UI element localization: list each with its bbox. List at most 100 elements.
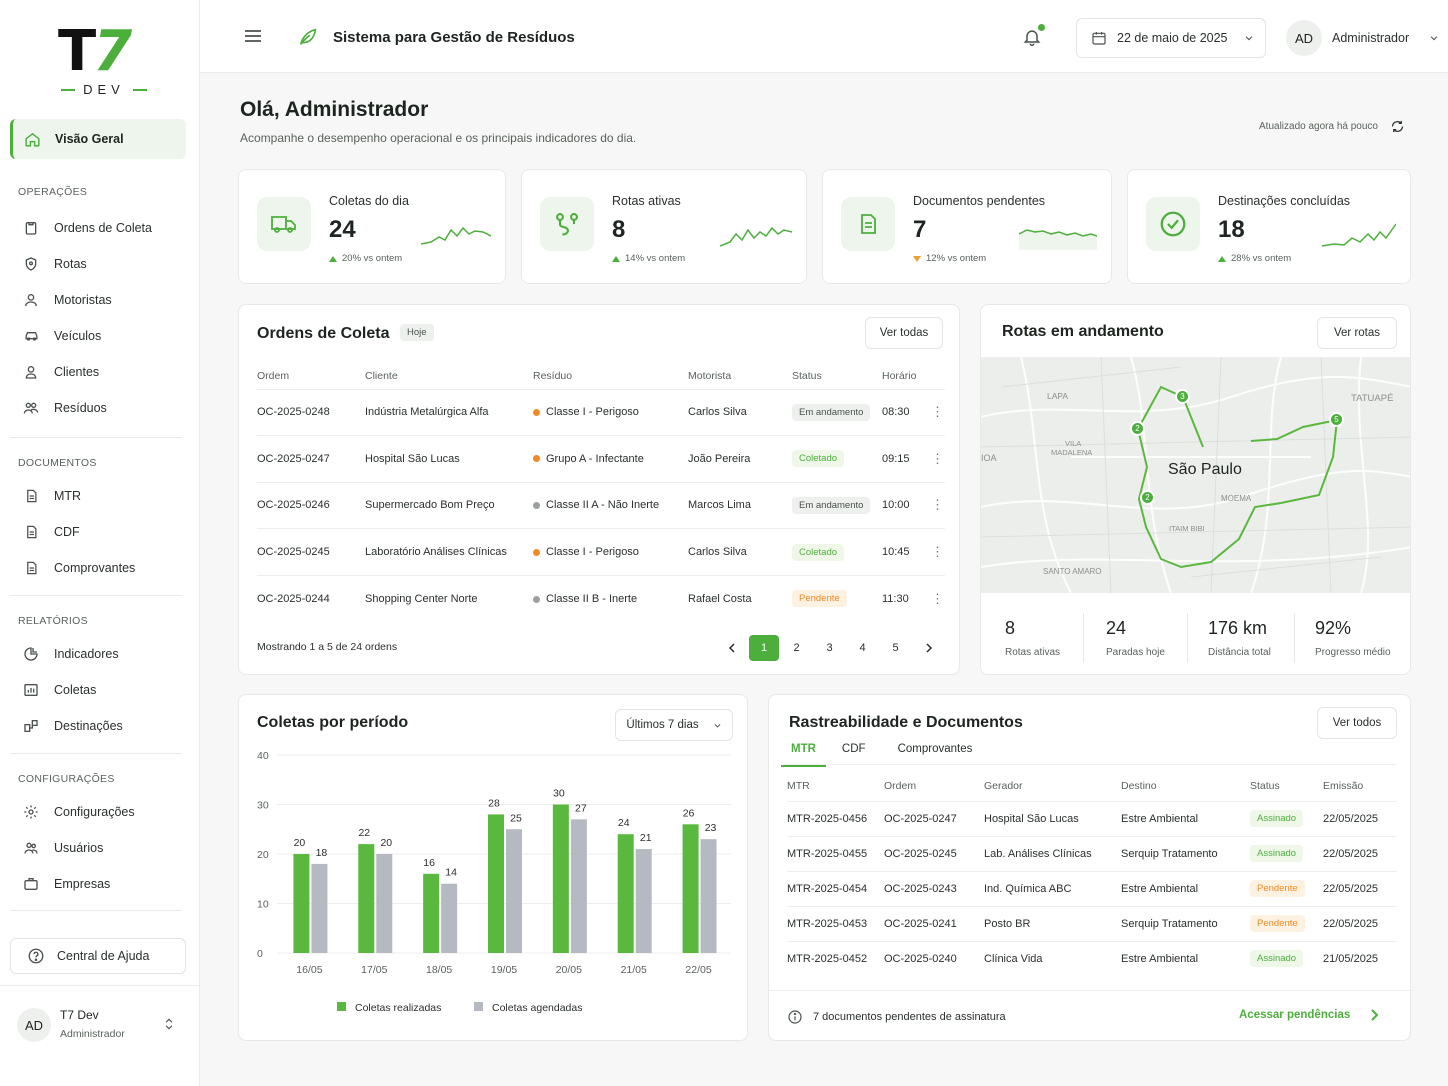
sidebar-divider [10, 595, 182, 596]
t7-dev-logo[interactable]: T7 DEV [58, 24, 150, 98]
nav-visao-geral[interactable]: Visão Geral [10, 119, 186, 159]
y-tick-label: 40 [257, 750, 269, 762]
kpi-card-rotas[interactable]: Rotas ativas 8 14% vs ontem [521, 169, 807, 284]
tab-cdf[interactable]: CDF [841, 743, 866, 755]
page-3[interactable]: 3 [826, 642, 833, 654]
chevron-down-icon [1244, 33, 1254, 43]
help-center-button[interactable]: Central de Ajuda [10, 938, 186, 974]
legend-swatch [337, 1002, 346, 1011]
chevron-down-icon [1429, 33, 1439, 43]
sparkline [1322, 223, 1396, 247]
mtr-id: MTR-2025-0453 [787, 917, 868, 930]
status-badge: Assinado [1250, 810, 1304, 827]
mtr-destination: Estre Ambiental [1121, 812, 1199, 825]
row-menu-icon[interactable]: ⋮ [931, 497, 944, 513]
next-page-icon[interactable] [912, 635, 945, 661]
nav-comprovantes[interactable]: Comprovantes [10, 548, 186, 588]
row-menu-icon[interactable]: ⋮ [931, 450, 944, 466]
mtr-generator: Posto BR [984, 917, 1031, 930]
table-row[interactable]: OC-2025-0244 Shopping Center Norte Classe … [257, 575, 945, 622]
nav-clientes[interactable]: Clientes [10, 352, 186, 392]
table-row[interactable]: MTR-2025-0453 OC-2025-0241 Posto BR Serquip… [787, 906, 1397, 941]
x-tick-label: 22/05 [685, 964, 711, 976]
nav-cdf[interactable]: CDF [10, 512, 186, 552]
bar-value-label: 16 [423, 857, 435, 869]
residue-dot [533, 595, 540, 603]
route-marker[interactable]: 3 [1175, 389, 1190, 404]
chevron-updown-icon[interactable] [162, 1016, 176, 1032]
table-row[interactable]: MTR-2025-0456 OC-2025-0247 Hospital São Lu… [787, 801, 1397, 836]
sparkline [720, 226, 792, 247]
route-marker[interactable]: 2 [1130, 421, 1145, 436]
kpi-card-coletas[interactable]: Coletas do dia 24 20% vs ontem [238, 169, 506, 284]
residue-dot [533, 548, 540, 556]
table-row[interactable]: OC-2025-0247 Hospital São Lucas Grupo A - … [257, 436, 945, 483]
check-circle-icon [1146, 197, 1200, 251]
row-menu-icon[interactable]: ⋮ [931, 590, 944, 606]
row-menu-icon[interactable]: ⋮ [931, 544, 944, 560]
view-all-docs-button[interactable]: Ver todos [1317, 707, 1397, 739]
nav-usuarios[interactable]: Usuários [10, 828, 186, 868]
row-menu-icon[interactable]: ⋮ [931, 404, 944, 420]
user-menu-button[interactable]: AD Administrador [1286, 20, 1439, 56]
order-id: OC-2025-0248 [257, 406, 330, 419]
mtr-destination: Estre Ambiental [1121, 882, 1199, 895]
tab-mtr[interactable]: MTR [781, 743, 826, 767]
table-row[interactable]: OC-2025-0248 Indústria Metalúrgica Alfa Cl… [257, 389, 945, 436]
route-marker[interactable]: 5 [1329, 412, 1344, 427]
page-4[interactable]: 4 [859, 642, 866, 654]
page-2[interactable]: 2 [793, 642, 800, 654]
bar-agendadas [570, 819, 587, 953]
order-driver: Carlos Silva [688, 406, 747, 419]
sidebar-user-card[interactable]: AD T7 Dev Administrador [0, 985, 199, 1086]
nav-rotas[interactable]: Rotas [10, 244, 186, 284]
table-row[interactable]: MTR-2025-0454 OC-2025-0243 Ind. Química AB… [787, 871, 1397, 906]
stat-paradas-hoje: 24 Paradas hoje [1106, 618, 1165, 658]
order-client: Laboratório Análises Clínicas [365, 546, 507, 559]
nav-residuos[interactable]: Resíduos [10, 388, 186, 428]
kpi-card-destinacoes[interactable]: Destinações concluídas 18 28% vs ontem [1127, 169, 1411, 284]
nav-coletas[interactable]: Coletas [10, 670, 186, 710]
period-filter-select[interactable]: Últimos 7 dias [615, 709, 733, 741]
trend-up-icon [612, 255, 620, 262]
users-icon [22, 839, 40, 857]
bar-agendadas [311, 863, 328, 953]
pagination: 1 2 3 4 5 [715, 635, 945, 661]
page-1[interactable]: 1 [749, 635, 779, 661]
kpi-card-documentos[interactable]: Documentos pendentes 7 12% vs ontem [822, 169, 1112, 284]
nav-indicadores[interactable]: Indicadores [10, 634, 186, 674]
table-row[interactable]: MTR-2025-0455 OC-2025-0245 Lab. Análises C… [787, 836, 1397, 871]
prev-page-icon[interactable] [715, 635, 748, 661]
page-5[interactable]: 5 [892, 642, 899, 654]
order-id: OC-2025-0244 [257, 592, 330, 605]
table-row[interactable]: OC-2025-0245 Laboratório Análises Clínica… [257, 529, 945, 576]
tab-comprovantes[interactable]: Comprovantes [897, 743, 973, 755]
view-all-orders-button[interactable]: Ver todas [865, 317, 943, 349]
access-pending-link[interactable]: Acessar pendências [1239, 1009, 1379, 1021]
status-badge: Pendente [1250, 880, 1305, 897]
nav-motoristas[interactable]: Motoristas [10, 280, 186, 320]
route-marker[interactable]: 2 [1140, 490, 1155, 505]
order-residue: Classe II A - Não Inerte [533, 482, 688, 529]
nav-ordens-de-coleta[interactable]: Ordens de Coleta [10, 208, 186, 248]
view-routes-button[interactable]: Ver rotas [1317, 317, 1397, 349]
top-header: Sistema para Gestão de Resíduos 22 de ma… [200, 0, 1448, 73]
refresh-icon[interactable] [1390, 119, 1405, 134]
x-tick-label: 19/05 [491, 964, 517, 976]
bell-icon[interactable] [1022, 26, 1042, 48]
nav-destinacoes[interactable]: Destinações [10, 706, 186, 746]
hamburger-menu-icon[interactable] [244, 28, 262, 44]
order-id: OC-2025-0246 [257, 499, 330, 512]
route-map[interactable]: LAPA TATUAPÉ VILA MADALENA IOA São Paulo… [981, 357, 1410, 593]
nav-mtr[interactable]: MTR [10, 476, 186, 516]
trend-down-icon [913, 255, 921, 262]
nav-veiculos[interactable]: Veículos [10, 316, 186, 356]
table-row[interactable]: MTR-2025-0452 OC-2025-0240 Clínica Vida Est… [787, 941, 1397, 976]
bar-chart-icon [22, 681, 40, 699]
nav-empresas[interactable]: Empresas [10, 864, 186, 904]
order-time: 08:30 [882, 406, 910, 419]
table-row[interactable]: OC-2025-0246 Supermercado Bom Preço Classe… [257, 482, 945, 529]
nav-configuracoes[interactable]: Configurações [10, 792, 186, 832]
bar-realizadas [488, 814, 504, 953]
date-picker-button[interactable]: 22 de maio de 2025 [1076, 18, 1266, 58]
